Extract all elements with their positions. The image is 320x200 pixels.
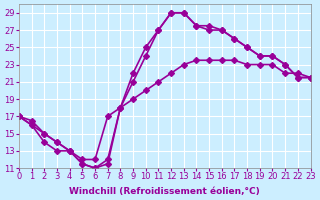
X-axis label: Windchill (Refroidissement éolien,°C): Windchill (Refroidissement éolien,°C) — [69, 187, 260, 196]
